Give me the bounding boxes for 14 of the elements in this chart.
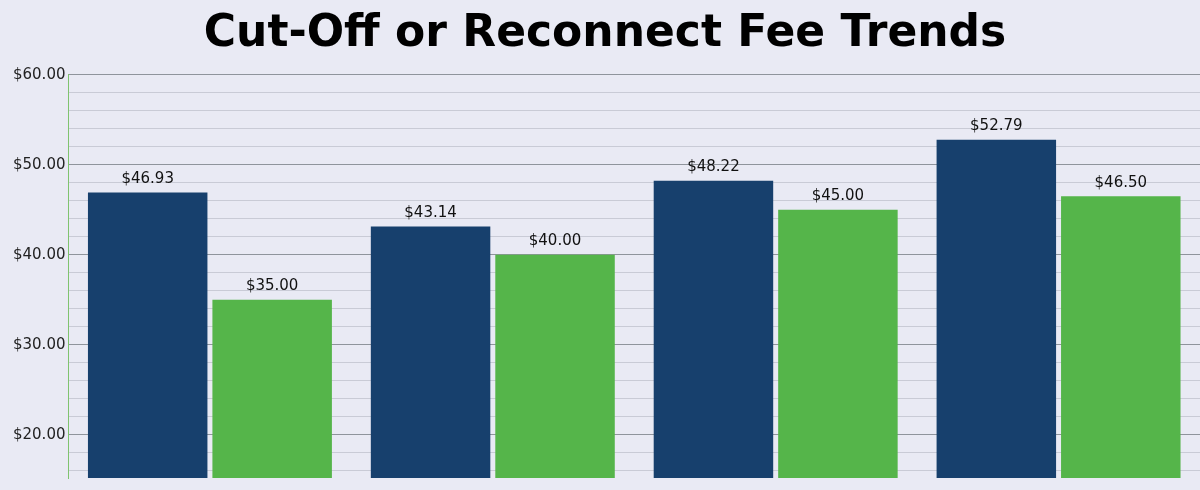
data-label: $46.93 bbox=[121, 168, 174, 187]
y-tick-label: $30.00 bbox=[12, 334, 66, 353]
chart-title: Cut-Off or Reconnect Fee Trends bbox=[203, 4, 1007, 56]
data-label: $35.00 bbox=[245, 276, 299, 295]
y-tick-label: $60.00 bbox=[12, 64, 66, 83]
data-label: $40.00 bbox=[528, 231, 582, 250]
y-tick-label: $20.00 bbox=[12, 424, 66, 443]
data-label: $43.14 bbox=[404, 202, 457, 221]
data-label: $52.79 bbox=[970, 116, 1023, 135]
y-tick-label: $40.00 bbox=[12, 244, 66, 263]
data-label: $48.22 bbox=[687, 157, 740, 176]
data-label: $45.00 bbox=[811, 186, 865, 205]
data-label: $46.50 bbox=[1094, 172, 1148, 191]
y-tick-label: $50.00 bbox=[12, 154, 66, 173]
